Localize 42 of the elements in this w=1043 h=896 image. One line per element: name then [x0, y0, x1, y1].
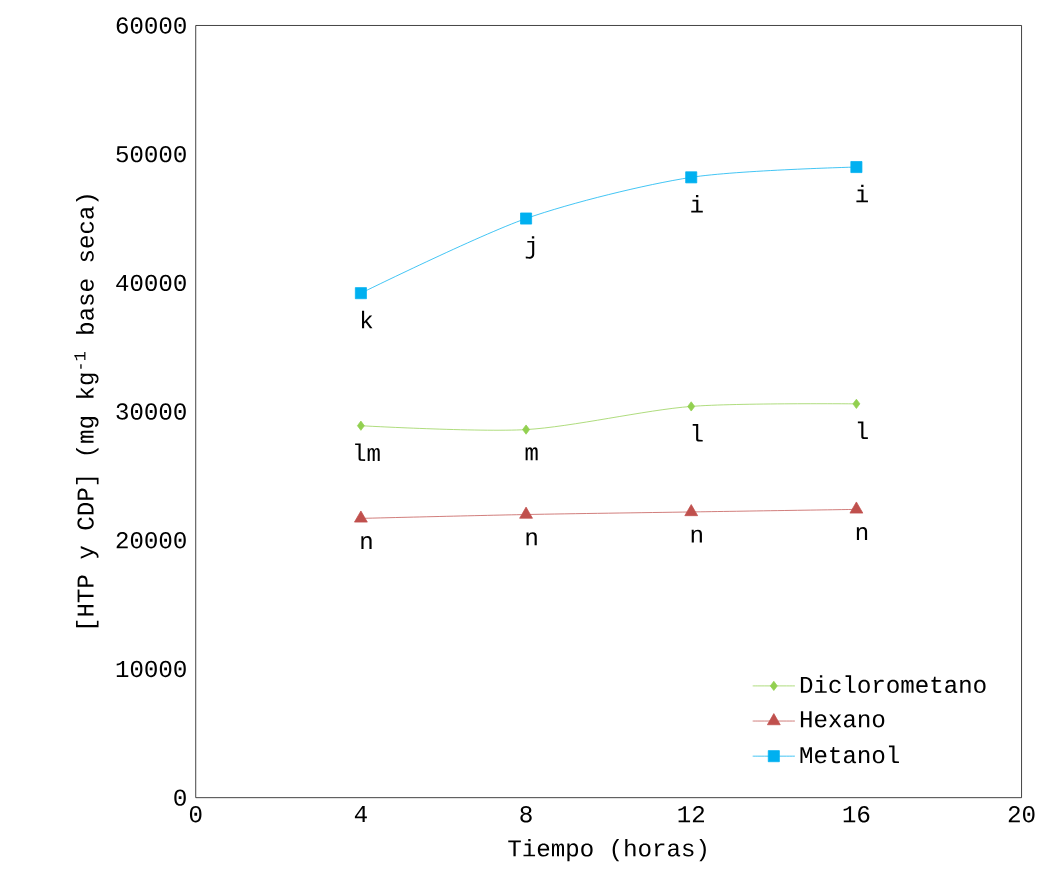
annotation: j — [525, 236, 535, 259]
y-tick-label: 0 — [174, 789, 186, 807]
annotation: n — [526, 532, 537, 546]
x-tick-label: 8 — [520, 806, 532, 823]
annotation: k — [362, 311, 373, 329]
annotation: i — [856, 184, 868, 203]
y-tick-label: 50000 — [116, 146, 186, 163]
x-tick-label: 4 — [354, 806, 367, 823]
point — [519, 506, 533, 519]
point — [850, 161, 863, 174]
y-tick-label: 20000 — [116, 532, 186, 549]
annotation: l — [857, 421, 868, 440]
annotation: n — [856, 527, 868, 541]
legend-label: Metanol — [800, 745, 899, 764]
x-tick-label: 12 — [678, 806, 704, 823]
annotation: i — [691, 195, 703, 213]
point — [354, 287, 367, 300]
point — [685, 171, 698, 184]
annotation: lm — [355, 443, 380, 462]
point — [852, 399, 861, 410]
y-tick-label: 10000 — [116, 661, 186, 678]
y-axis-title: [HTP y CDP] (mg kg$^{-1}$ base seca) — [74, 195, 99, 628]
annotation: n — [691, 529, 702, 543]
point — [520, 212, 532, 225]
x-tick-label: 0 — [189, 806, 202, 823]
x-tick-label: 20 — [1008, 806, 1035, 823]
legend-label: Diclorometano — [800, 675, 986, 694]
x-tick-label: 16 — [843, 806, 870, 823]
y-tick-label: 40000 — [116, 274, 186, 292]
point — [684, 504, 699, 517]
y-tick-label: 30000 — [116, 403, 186, 420]
annotation: l — [692, 424, 703, 442]
annotation: m — [525, 447, 538, 461]
legend-label: Hexano — [800, 711, 885, 728]
annotation: n — [361, 536, 372, 550]
point — [357, 420, 365, 431]
y-tick-label: 60000 — [116, 17, 186, 34]
x-axis-title: Tiempo (horas) — [508, 839, 706, 862]
point — [687, 401, 696, 412]
point — [522, 424, 530, 435]
point — [354, 510, 368, 523]
point — [849, 501, 864, 514]
